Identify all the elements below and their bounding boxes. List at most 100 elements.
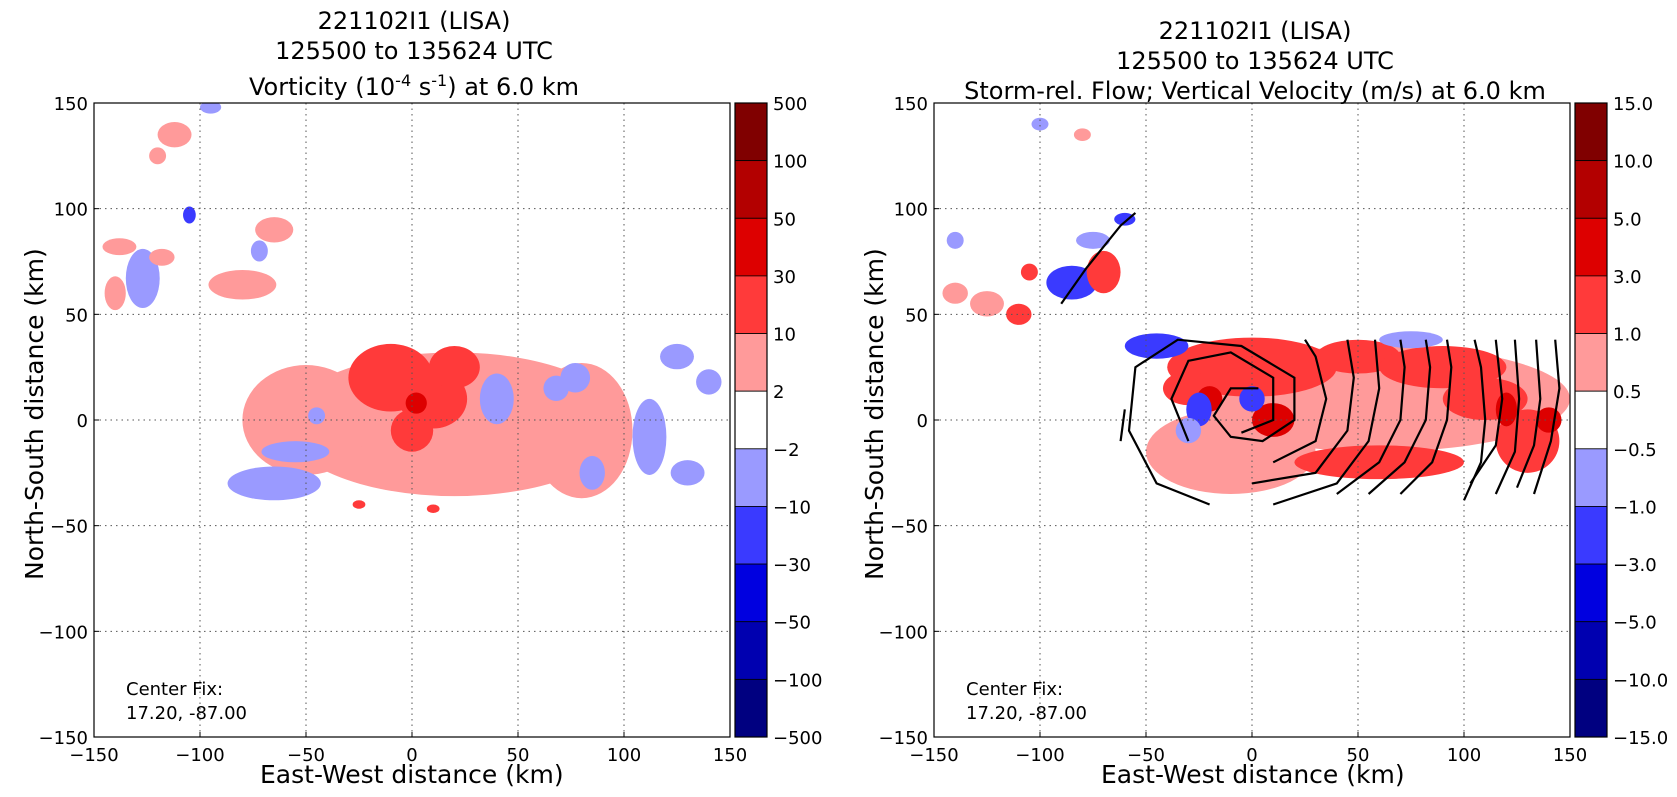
colorbar-segment xyxy=(734,217,768,277)
vertical-velocity-chart: −150 −100 −50 0 50 100 150 150 100 50 0 −50 −100 −150… xyxy=(879,94,1669,766)
field-region xyxy=(227,466,321,501)
field-region xyxy=(1379,331,1443,349)
streamline xyxy=(1494,339,1521,495)
x-tick-label: 0 xyxy=(406,745,417,766)
colorbar-segment xyxy=(734,390,768,450)
field-region xyxy=(1020,263,1038,281)
y-tick-label: −100 xyxy=(39,622,88,643)
title-exponent-1: -4 xyxy=(395,71,412,90)
colorbar-tick-label: −0.5 xyxy=(1613,440,1657,461)
colorbar-tick-label: −500 xyxy=(773,728,822,749)
colorbar-segment xyxy=(734,621,768,680)
colorbar-tick-label: 100 xyxy=(773,152,807,173)
field-region xyxy=(479,373,514,425)
field-region xyxy=(149,248,175,266)
grid xyxy=(934,103,1570,737)
field-region xyxy=(660,343,694,370)
x-tick-label: −50 xyxy=(1127,745,1165,766)
vorticity-chart: −150 −100 −50 0 50 100 150150100500−50−100−150… xyxy=(39,94,823,766)
colorbar-tick-label: 30 xyxy=(773,267,796,288)
colorbar-tick-label: 3.0 xyxy=(1613,267,1642,288)
x-tick-label: 100 xyxy=(607,745,641,766)
field-region xyxy=(942,282,968,304)
y-tick-label: −150 xyxy=(39,728,88,749)
y-tick-label: 50 xyxy=(65,305,88,326)
field-region xyxy=(970,291,1004,317)
colorbar-frame xyxy=(734,102,768,738)
colorbar-tick-label: −2 xyxy=(773,440,800,461)
colorbar-segment xyxy=(1574,678,1608,738)
colorbar-segment xyxy=(1574,563,1608,623)
x-tick-label: 50 xyxy=(1347,745,1370,766)
title-height-part: ) at 6.0 km xyxy=(447,73,580,101)
field-region xyxy=(261,441,330,463)
center-fix-label: Center Fix: xyxy=(966,679,1063,700)
colorbar-tick-label: −10 xyxy=(773,497,811,518)
field-region xyxy=(255,474,273,492)
y-tick-label: −50 xyxy=(890,517,928,538)
colorbar-segment xyxy=(734,275,768,334)
colorbar-segment xyxy=(1574,160,1608,219)
streamline xyxy=(1272,339,1328,464)
y-tick-label: 100 xyxy=(54,200,88,221)
streamline xyxy=(1170,351,1275,442)
streamlines xyxy=(1060,212,1561,506)
y-tick-label: 150 xyxy=(894,94,928,115)
x-tick-label: −50 xyxy=(287,745,325,766)
colorbar-segment xyxy=(1574,506,1608,565)
x-axis-label-left: East-West distance (km) xyxy=(260,760,564,789)
colorbar-segment xyxy=(1574,448,1608,507)
x-tick-label: −150 xyxy=(909,745,958,766)
colorbar-tick-label: −50 xyxy=(773,613,811,634)
streamline xyxy=(1119,409,1126,442)
field-region xyxy=(255,217,294,243)
y-tick-label: −100 xyxy=(879,622,928,643)
title-line-3: Storm-rel. Flow; Vertical Velocity (m/s)… xyxy=(964,77,1546,105)
colorbar-segment xyxy=(1574,621,1608,680)
field-region xyxy=(208,269,277,300)
center-fix-value: 17.20, -87.00 xyxy=(126,703,247,724)
grid xyxy=(94,103,730,737)
field-region xyxy=(390,409,434,452)
streamline xyxy=(1127,338,1296,506)
x-tick-label: −150 xyxy=(69,745,118,766)
center-fix-label: Center Fix: xyxy=(126,679,223,700)
data-field xyxy=(102,103,722,513)
colorbar-tick-label: 10.0 xyxy=(1613,152,1653,173)
field-region xyxy=(670,460,705,486)
x-tick-label: 100 xyxy=(1447,745,1481,766)
colorbar-tick-label: −10.0 xyxy=(1613,670,1668,691)
field-region xyxy=(560,362,591,393)
y-tick-label: 50 xyxy=(905,305,928,326)
x-axis-label-right: East-West distance (km) xyxy=(1101,760,1405,789)
y-tick-label: 0 xyxy=(917,411,928,432)
x-tick-label: −100 xyxy=(1015,745,1064,766)
colorbar-segment xyxy=(734,678,768,738)
x-tick-label: −100 xyxy=(175,745,224,766)
field-region xyxy=(405,392,427,414)
y-tick-label: −50 xyxy=(50,517,88,538)
field-region xyxy=(428,346,480,389)
field-region xyxy=(1186,392,1212,427)
streamline xyxy=(1272,339,1381,506)
field-region xyxy=(1086,250,1121,294)
x-tick-label: 150 xyxy=(1553,745,1587,766)
field-region xyxy=(579,455,605,490)
title-unit-part: s xyxy=(411,73,432,101)
field-region xyxy=(696,369,722,395)
colorbar-tick-label: 1.0 xyxy=(1613,325,1642,346)
colorbar-segment xyxy=(734,448,768,507)
y-tick-label: 150 xyxy=(54,94,88,115)
title-exponent-2: -1 xyxy=(431,71,448,90)
field-region xyxy=(200,103,222,114)
x-tick-label: 50 xyxy=(507,745,530,766)
field-region xyxy=(1239,386,1265,412)
colorbar-tick-label: −3.0 xyxy=(1613,555,1657,576)
colorbar-segment xyxy=(1574,217,1608,277)
y-axis-label-left: North-South distance (km) xyxy=(20,248,49,580)
streamline xyxy=(1515,339,1542,489)
field-region xyxy=(183,206,196,224)
streamline xyxy=(1336,339,1406,495)
chart-title-left: 221102I1 (LISA) 125500 to 135624 UTC Vor… xyxy=(94,6,734,102)
colorbar-tick-label: −30 xyxy=(773,555,811,576)
